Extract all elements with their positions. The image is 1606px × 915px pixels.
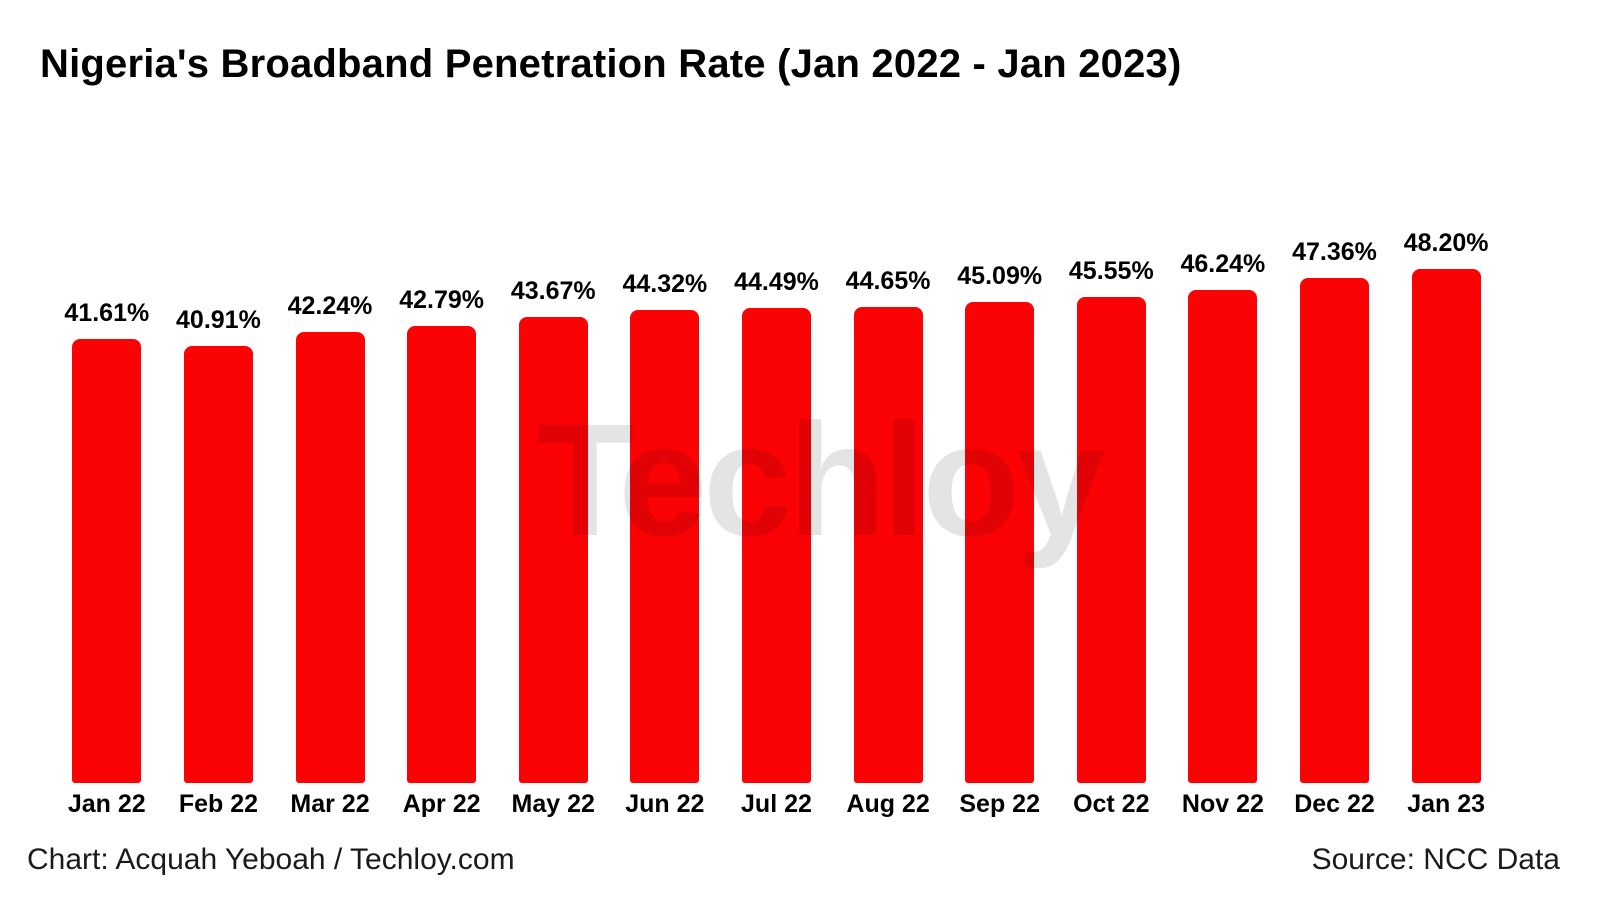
bar-column: 42.79% [386, 200, 498, 783]
bar-plot-area: 41.61% 40.91% 42.24% 42.79% 43.67% 44.32% 44.4… [51, 200, 1502, 783]
bar-value-label: 40.91% [176, 306, 261, 334]
x-axis-tick-label: Oct 22 [1073, 790, 1150, 818]
bar [72, 339, 142, 783]
bar-value-label: 42.79% [399, 286, 485, 314]
bar-column: 46.24% [1167, 200, 1279, 783]
bar-value-label: 44.65% [845, 267, 931, 295]
bar-value-label: 48.20% [1403, 229, 1489, 257]
x-axis-tick-label: Mar 22 [290, 790, 370, 818]
bar [630, 310, 700, 783]
bar [741, 308, 811, 783]
x-axis-tick-label: Jun 22 [625, 790, 705, 818]
bar-column: 45.09% [944, 200, 1056, 783]
chart-title: Nigeria's Broadband Penetration Rate (Ja… [40, 42, 1182, 86]
bar-value-label: 44.49% [734, 268, 819, 296]
bar-value-label: 42.24% [287, 292, 373, 320]
x-axis-tick-label: Nov 22 [1181, 790, 1264, 818]
bar-column: 44.65% [832, 200, 944, 783]
bar-value-label: 46.24% [1180, 250, 1266, 278]
chart-credit: Chart: Acquah Yeboah / Techloy.com [27, 843, 515, 876]
bar-value-label: 43.67% [510, 277, 596, 305]
bar [1300, 278, 1369, 783]
bar-column: 43.67% [497, 200, 609, 783]
bar [1411, 269, 1481, 783]
bar [853, 307, 923, 783]
chart-source: Source: NCC Data [1311, 843, 1560, 876]
bar [965, 302, 1035, 783]
bar [183, 346, 253, 783]
x-axis-tick-label: Aug 22 [846, 790, 930, 818]
x-axis-tick-label: Dec 22 [1294, 790, 1375, 818]
bar [295, 332, 365, 783]
bar-column: 41.61% [51, 200, 163, 783]
bar [518, 317, 588, 783]
bar [407, 326, 477, 783]
bar-column: 44.32% [609, 200, 721, 783]
x-axis-tick-label: May 22 [511, 790, 595, 818]
bar-column: 42.24% [274, 200, 386, 783]
x-axis-tick-label: Apr 22 [402, 790, 481, 818]
x-axis-tick-label: Jul 22 [741, 790, 812, 818]
bar-value-label: 44.32% [622, 270, 708, 298]
x-axis-tick-label: Jan 23 [1407, 790, 1486, 818]
x-axis-tick-label: Sep 22 [959, 790, 1040, 818]
bar-value-label: 45.09% [957, 262, 1043, 290]
x-axis-tick-label: Jan 22 [67, 790, 146, 818]
bar-column: 40.91% [163, 200, 275, 783]
x-axis-tick-label: Feb 22 [178, 790, 259, 818]
bar-column: 48.20% [1390, 200, 1502, 783]
bar-column: 45.55% [1055, 200, 1167, 783]
bar-value-label: 45.55% [1068, 257, 1154, 285]
bar-value-label: 47.36% [1292, 238, 1377, 266]
bar [1188, 290, 1258, 783]
bar [1076, 297, 1146, 783]
x-axis-labels: Jan 22 Feb 22 Mar 22 Apr 22 May 22 Jun 22 Jul … [51, 790, 1502, 819]
bar-column: 47.36% [1279, 200, 1391, 783]
bar-column: 44.49% [721, 200, 833, 783]
bar-value-label: 41.61% [64, 299, 150, 327]
